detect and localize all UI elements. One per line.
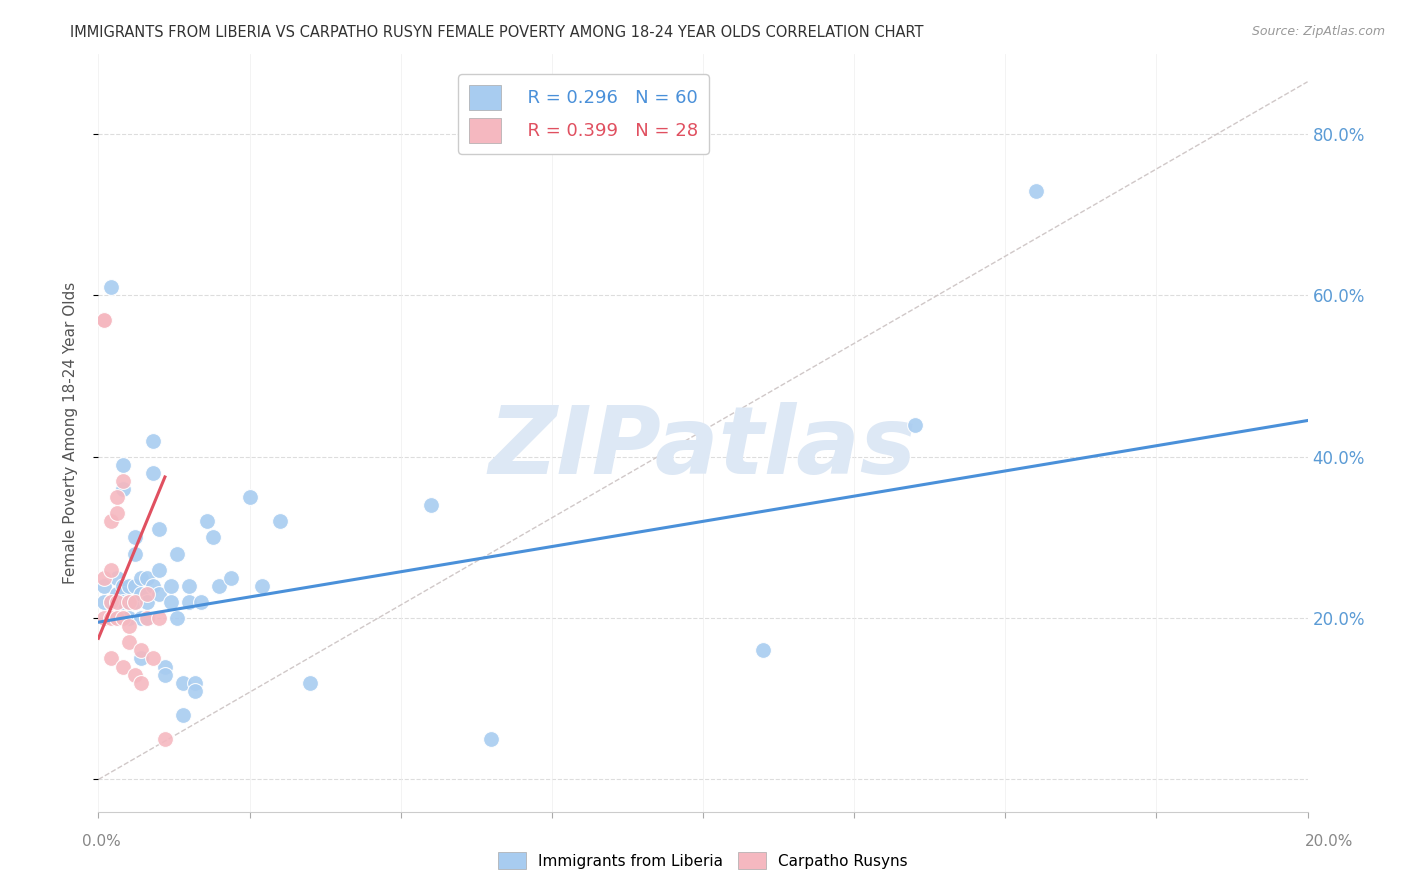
Point [142, 579, 165, 593]
Text: ZIPatlas: ZIPatlas [489, 401, 917, 494]
Point [142, 466, 165, 480]
Point [124, 579, 146, 593]
Point [129, 675, 152, 690]
Text: 20.0%: 20.0% [1305, 834, 1353, 848]
Legend:   R = 0.296   N = 60,   R = 0.399   N = 28: R = 0.296 N = 60, R = 0.399 N = 28 [458, 74, 709, 154]
Point [100, 280, 122, 294]
Point [190, 595, 212, 609]
Point [118, 595, 141, 609]
Point [93, 611, 115, 625]
Point [118, 595, 141, 609]
Point [111, 659, 134, 673]
Point [299, 675, 322, 690]
Point [148, 611, 170, 625]
Point [111, 458, 134, 472]
Point [105, 571, 128, 585]
Point [153, 659, 176, 673]
Point [124, 547, 146, 561]
Text: Source: ZipAtlas.com: Source: ZipAtlas.com [1251, 25, 1385, 38]
Point [250, 579, 273, 593]
Point [148, 563, 170, 577]
Point [184, 683, 207, 698]
Point [148, 523, 170, 537]
Point [269, 514, 291, 528]
Point [129, 643, 152, 657]
Point [100, 595, 122, 609]
Point [118, 635, 141, 649]
Point [129, 611, 152, 625]
Point [135, 611, 157, 625]
Point [124, 667, 146, 681]
Point [100, 651, 122, 665]
Text: IMMIGRANTS FROM LIBERIA VS CARPATHO RUSYN FEMALE POVERTY AMONG 18-24 YEAR OLDS C: IMMIGRANTS FROM LIBERIA VS CARPATHO RUSY… [70, 25, 924, 40]
Point [153, 732, 176, 747]
Point [100, 514, 122, 528]
Point [752, 643, 775, 657]
Point [129, 587, 152, 601]
Point [481, 732, 503, 747]
Point [124, 595, 146, 609]
Point [111, 587, 134, 601]
Point [111, 579, 134, 593]
Point [100, 595, 122, 609]
Point [1024, 184, 1046, 198]
Point [118, 619, 141, 633]
Point [111, 611, 134, 625]
Point [160, 595, 183, 609]
Legend: Immigrants from Liberia, Carpatho Rusyns: Immigrants from Liberia, Carpatho Rusyns [492, 846, 914, 875]
Point [111, 474, 134, 488]
Point [100, 611, 122, 625]
Point [208, 579, 231, 593]
Point [129, 571, 152, 585]
Point [118, 595, 141, 609]
Point [179, 579, 201, 593]
Point [105, 506, 128, 520]
Point [118, 579, 141, 593]
Point [93, 312, 115, 326]
Point [179, 595, 201, 609]
Point [172, 707, 194, 722]
Text: 0.0%: 0.0% [82, 834, 121, 848]
Point [93, 571, 115, 585]
Point [93, 312, 115, 326]
Point [93, 579, 115, 593]
Point [135, 587, 157, 601]
Point [160, 579, 183, 593]
Point [135, 611, 157, 625]
Point [166, 547, 188, 561]
Point [135, 571, 157, 585]
Point [105, 490, 128, 504]
Point [142, 651, 165, 665]
Point [153, 667, 176, 681]
Point [105, 595, 128, 609]
Point [124, 595, 146, 609]
Point [904, 417, 927, 432]
Point [93, 595, 115, 609]
Point [148, 587, 170, 601]
Point [100, 563, 122, 577]
Point [111, 482, 134, 496]
Point [202, 531, 225, 545]
Point [105, 595, 128, 609]
Point [184, 675, 207, 690]
Point [420, 498, 443, 512]
Point [166, 611, 188, 625]
Point [172, 675, 194, 690]
Point [239, 490, 262, 504]
Point [221, 571, 243, 585]
Y-axis label: Female Poverty Among 18-24 Year Olds: Female Poverty Among 18-24 Year Olds [63, 282, 77, 583]
Point [124, 531, 146, 545]
Point [135, 595, 157, 609]
Point [195, 514, 218, 528]
Point [105, 611, 128, 625]
Point [111, 595, 134, 609]
Point [129, 651, 152, 665]
Point [105, 587, 128, 601]
Point [142, 434, 165, 448]
Point [118, 611, 141, 625]
Point [105, 611, 128, 625]
